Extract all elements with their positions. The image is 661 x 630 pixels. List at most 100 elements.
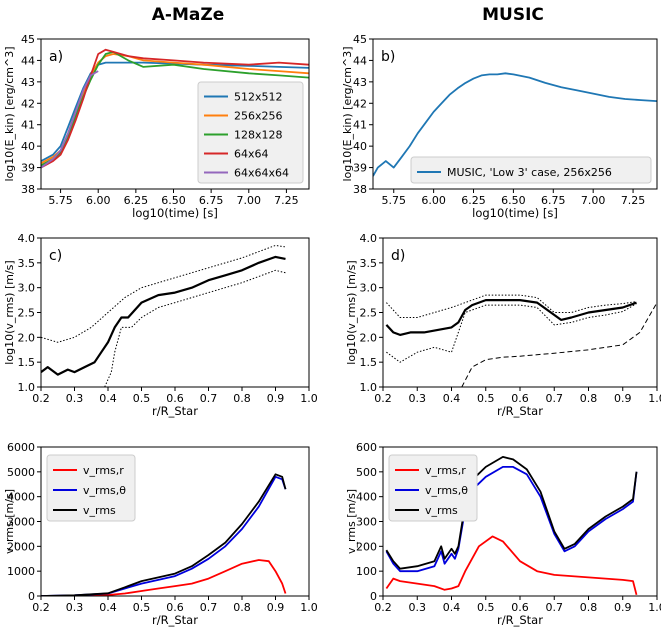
xtick-label: 0.9 [267,392,285,405]
legend-a: 512x512 256x256 128x128 64x64 64x64x64 [197,81,304,184]
xtick-label: 7.25 [621,194,646,207]
series-a-2 [41,51,309,167]
legend-label: v_rms,θ [83,484,126,497]
ytick-label: 500 [356,466,377,479]
ytick-label: 1.5 [360,356,378,369]
ytick-label: 1.0 [360,381,378,394]
ytick-label: 39 [353,162,367,175]
xtick-label: 0.8 [580,601,598,614]
xtick-label: 0.3 [66,601,84,614]
legend-label: v_rms,θ [425,484,468,497]
xtick-label: 7.00 [237,194,262,207]
panel-b: 5.75 6.00 6.25 6.50 6.75 7.00 7.25 38 39 40 41 42 43… [341,33,658,220]
ytick-label: 300 [356,516,377,529]
ytick-label: 1.0 [18,381,36,394]
series-group-d [385,294,657,387]
ytick-label: 2.0 [360,331,378,344]
series-a-3 [41,48,309,169]
ytick-label: 43 [353,76,367,89]
xaxis-label: r/R_Star [152,613,198,627]
legend-label: 512x512 [234,91,283,104]
xtick-label: 0.3 [409,392,427,405]
legend-e: v_rms,r v_rms,θ v_rms [46,454,136,522]
ytick-label: 41 [21,119,35,132]
xtick-label: 0.3 [409,601,427,614]
ytick-label: 45 [353,33,367,46]
series-d-0 [385,299,637,336]
xtick-label: 7.25 [274,194,299,207]
xtick-label: 0.7 [200,601,218,614]
legend-label: 64x64x64 [234,167,289,180]
xtick-label: 0.2 [32,392,50,405]
xtick-label: 0.7 [200,392,218,405]
ytick-label: 42 [353,97,367,110]
column-title-music: MUSIC [482,5,544,25]
ytick-label: 40 [21,140,35,153]
xtick-label: 0.6 [166,601,184,614]
legend-f: v_rms,r v_rms,θ v_rms [388,454,478,522]
xtick-label: 1.0 [648,601,661,614]
ytick-label: 0 [28,590,35,603]
xtick-label: 0.2 [374,392,392,405]
xtick-label: 6.25 [461,194,486,207]
series-group-c [41,244,286,387]
ytick-label: 0 [370,590,377,603]
panel-label: a) [49,49,63,65]
xaxis-label: log10(time) [s] [132,206,218,220]
ytick-label: 39 [21,162,35,175]
xtick-label: 0.2 [32,601,50,614]
legend-label: MUSIC, 'Low 3' case, 256x256 [447,166,612,179]
panel-e: 0.2 0.3 0.4 0.5 0.6 0.7 0.8 0.9 1.0 0 1000 2000 3000… [3,441,318,627]
xtick-label: 1.0 [648,392,661,405]
xtick-label: 0.4 [99,601,117,614]
ytick-label: 42 [21,97,35,110]
xaxis-label: log10(time) [s] [472,206,558,220]
yaxis-label: log10(E_kin) [erg/cm^3] [3,46,16,181]
ytick-label: 400 [356,491,377,504]
xtick-label: 0.4 [443,601,461,614]
xtick-label: 0.5 [133,392,151,405]
ytick-label: 2000 [7,540,35,553]
series-d-3 [461,302,657,387]
series-group-a [41,48,309,169]
panel-c: 0.2 0.3 0.4 0.5 0.6 0.7 0.8 0.9 1.0 1.0 1.5 2.0 2.5 3… [3,232,318,418]
xtick-label: 0.7 [546,601,564,614]
series-a-4 [41,70,99,169]
legend-box [410,156,652,184]
series-e-2 [41,473,287,596]
xtick-label: 6.00 [86,194,111,207]
panel-a: 5.75 6.00 6.25 6.50 6.75 7.00 7.25 38 39 40 41 42 43… [3,33,310,220]
xtick-label: 0.9 [267,601,285,614]
panel-label: d) [391,248,405,264]
ytick-label: 38 [353,183,367,196]
legend-box [388,454,478,522]
ytick-label: 4.0 [18,232,36,245]
xtick-label: 0.5 [477,392,495,405]
ytick-label: 100 [356,565,377,578]
xtick-label: 0.4 [99,392,117,405]
plot-frame-b [372,38,658,190]
series-e-0 [41,559,287,596]
ytick-label: 2.0 [18,331,36,344]
series-group-b [373,72,657,177]
xtick-label: 5.75 [381,194,406,207]
ytick-label: 200 [356,540,377,553]
legend-label: v_rms,r [425,464,466,477]
series-d-2 [386,303,637,363]
xtick-label: 0.4 [443,392,461,405]
legend-b: MUSIC, 'Low 3' case, 256x256 [410,156,652,184]
xtick-label: 0.5 [477,601,495,614]
plot-frame-a [40,38,310,190]
xtick-label: 0.9 [614,392,632,405]
series-group-f [385,455,638,596]
ytick-label: 3.0 [18,282,36,295]
ytick-label: 43 [21,76,35,89]
xtick-label: 6.75 [199,194,224,207]
legend-label: 128x128 [234,129,283,142]
panel-d: 0.2 0.3 0.4 0.5 0.6 0.7 0.8 0.9 1.0 1.0 1.5 2.0 2.5 3… [345,232,661,418]
xtick-label: 0.8 [233,392,251,405]
xtick-label: 1.0 [300,601,318,614]
ytick-label: 1000 [7,565,35,578]
ytick-label: 4000 [7,491,35,504]
